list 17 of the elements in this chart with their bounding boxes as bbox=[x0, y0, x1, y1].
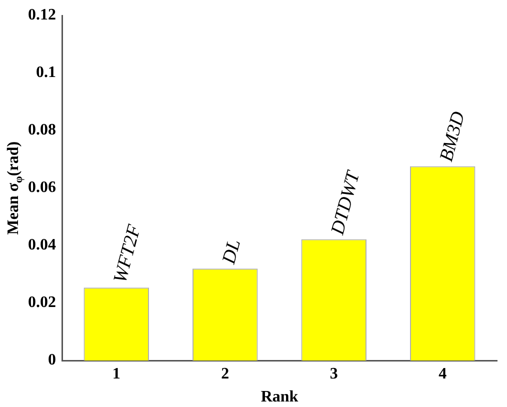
x-axis-title: Rank bbox=[260, 388, 298, 406]
y-tick-label: 0.04 bbox=[28, 236, 56, 254]
y-tick-label: 0.1 bbox=[36, 64, 56, 82]
y-tick-label: 0.06 bbox=[28, 179, 56, 196]
annotation: DTDWT bbox=[326, 168, 365, 238]
y-tick-label: 0.02 bbox=[28, 294, 56, 312]
annotation: BM3D bbox=[436, 109, 470, 164]
y-axis-title: Mean σφ(rad) bbox=[5, 141, 25, 235]
x-tick-label: 2 bbox=[221, 365, 230, 382]
annotation: WFT2F bbox=[110, 222, 146, 286]
y-tick-label: 0 bbox=[48, 352, 56, 369]
y-tick-label: 0.12 bbox=[28, 6, 56, 24]
y-tick-label: 0.08 bbox=[28, 122, 56, 139]
x-tick-label: 4 bbox=[438, 365, 447, 382]
x-tick-label: 3 bbox=[330, 365, 338, 382]
annotation: DL bbox=[218, 237, 246, 268]
x-tick-label: 1 bbox=[112, 365, 120, 382]
